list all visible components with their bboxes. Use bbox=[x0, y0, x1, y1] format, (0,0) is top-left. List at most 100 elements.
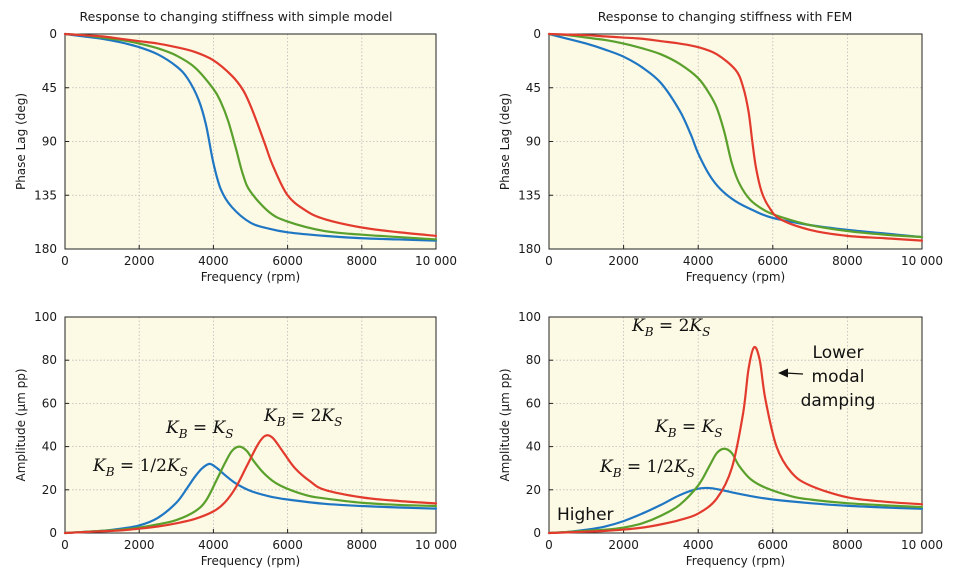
annotation-part: S bbox=[225, 427, 233, 441]
annotation-part: B bbox=[105, 465, 115, 479]
x-tick-label: 10 000 bbox=[415, 254, 457, 268]
y-tick-label: 80 bbox=[42, 353, 57, 367]
chart-panel-1: 0 2000 4000 6000 8000 10 000 0 45 90 135 180 Freque… bbox=[14, 9, 457, 284]
y-tick-label: 20 bbox=[526, 483, 541, 497]
y-tick-label: 135 bbox=[518, 188, 541, 202]
stiffness-annotation: KB = 1/2KS bbox=[92, 456, 188, 479]
chart-panel-4: 0 2000 4000 6000 8000 10 000 0 20 40 60 80 100 Frequ… bbox=[498, 310, 943, 568]
x-tick-label: 0 bbox=[61, 538, 69, 552]
series-line-green bbox=[547, 447, 924, 535]
x-tick-label: 6000 bbox=[758, 254, 789, 268]
annotation-part: B bbox=[644, 325, 654, 339]
annotation-part: K bbox=[673, 457, 688, 477]
x-tick-label: 6000 bbox=[758, 538, 789, 552]
x-tick-label: 4000 bbox=[198, 538, 229, 552]
x-axis-label: Frequency (rpm) bbox=[686, 554, 785, 568]
x-axis-label: Frequency (rpm) bbox=[201, 554, 300, 568]
x-tick-label: 6000 bbox=[272, 538, 303, 552]
y-tick-label: 40 bbox=[42, 440, 57, 454]
gridlines bbox=[549, 317, 922, 533]
series-line-red bbox=[63, 32, 438, 237]
annotation-part: = bbox=[188, 418, 213, 438]
plot-area bbox=[65, 317, 436, 533]
annotation-part: = 1/2 bbox=[115, 456, 167, 476]
y-tick-label: 60 bbox=[526, 396, 541, 410]
x-tick-label: 4000 bbox=[683, 538, 714, 552]
y-tick-label: 0 bbox=[49, 526, 57, 540]
annotation-part: K bbox=[263, 406, 278, 426]
y-axis-label: Amplitude (µm pp) bbox=[498, 368, 512, 481]
y-tick-label: 40 bbox=[526, 440, 541, 454]
annotation-part: B bbox=[276, 415, 286, 429]
y-tick-label: 0 bbox=[533, 526, 541, 540]
x-tick-label: 8000 bbox=[832, 538, 863, 552]
chart-title: Response to changing stiffness with FEM bbox=[598, 9, 853, 24]
stiffness-annotation: KB = KS bbox=[654, 417, 723, 440]
plot-area bbox=[549, 317, 922, 533]
annotation-part: = bbox=[677, 417, 702, 437]
x-tick-label: 0 bbox=[545, 538, 553, 552]
plot-frame bbox=[64, 316, 437, 534]
annotation-part: S bbox=[714, 426, 722, 440]
x-tick-label: 10 000 bbox=[901, 254, 943, 268]
series-line-red bbox=[547, 32, 924, 242]
gridlines bbox=[549, 34, 922, 249]
annotation-part: K bbox=[92, 456, 107, 476]
stiffness-annotation: KB = 1/2KS bbox=[599, 457, 695, 480]
x-tick-label: 8000 bbox=[347, 538, 378, 552]
x-tick-label: 10 000 bbox=[415, 538, 457, 552]
series-line-green bbox=[547, 32, 924, 239]
annotation-part: K bbox=[320, 406, 335, 426]
annotation-part: K bbox=[688, 316, 703, 336]
x-tick-label: 0 bbox=[61, 254, 69, 268]
x-tick-label: 2000 bbox=[124, 538, 155, 552]
y-tick-label: 20 bbox=[42, 483, 57, 497]
annotation-part: K bbox=[701, 417, 716, 437]
y-axis-label: Phase Lag (deg) bbox=[498, 93, 512, 190]
annotation-part: K bbox=[165, 418, 180, 438]
y-tick-label: 100 bbox=[518, 310, 541, 324]
y-tick-label: 180 bbox=[518, 242, 541, 256]
series-line-blue bbox=[63, 462, 438, 535]
x-tick-label: 0 bbox=[545, 254, 553, 268]
x-tick-label: 2000 bbox=[124, 254, 155, 268]
chart-panel-2: 0 2000 4000 6000 8000 10 000 0 45 90 135 180 Freque… bbox=[498, 9, 943, 284]
annotation-part: K bbox=[599, 457, 614, 477]
y-tick-label: 135 bbox=[34, 188, 57, 202]
y-tick-label: 90 bbox=[42, 135, 57, 149]
series-line-red bbox=[547, 345, 924, 535]
x-axis-label: Frequency (rpm) bbox=[201, 270, 300, 284]
x-tick-label: 4000 bbox=[198, 254, 229, 268]
annotation-part: = 2 bbox=[654, 316, 690, 336]
stiffness-annotation: KB = 2KS bbox=[631, 316, 710, 339]
y-tick-label: 100 bbox=[34, 310, 57, 324]
note-arrow-head bbox=[778, 368, 788, 378]
annotation-part: S bbox=[180, 465, 188, 479]
y-tick-label: 180 bbox=[34, 242, 57, 256]
y-axis-label: Phase Lag (deg) bbox=[14, 93, 28, 190]
series-line-red bbox=[63, 434, 438, 535]
annotation-part: K bbox=[166, 456, 181, 476]
x-tick-label: 6000 bbox=[272, 254, 303, 268]
series-line-green bbox=[63, 32, 438, 241]
annotation-part: S bbox=[334, 415, 342, 429]
higher-damping-note: Higher bbox=[557, 505, 614, 525]
y-tick-label: 90 bbox=[526, 135, 541, 149]
x-axis-label: Frequency (rpm) bbox=[686, 270, 785, 284]
annotation-part: K bbox=[631, 316, 646, 336]
plot-frame bbox=[548, 316, 923, 534]
annotation-part: S bbox=[687, 466, 695, 480]
x-tick-label: 2000 bbox=[608, 254, 639, 268]
stiffness-annotation: KB = KS bbox=[165, 418, 234, 441]
annotation-part: = 1/2 bbox=[622, 457, 674, 477]
gridlines bbox=[65, 34, 436, 249]
y-tick-label: 80 bbox=[526, 353, 541, 367]
annotation-part: K bbox=[654, 417, 669, 437]
y-tick-label: 0 bbox=[533, 27, 541, 41]
annotation-part: K bbox=[212, 418, 227, 438]
annotation-part: B bbox=[667, 426, 677, 440]
x-tick-label: 10 000 bbox=[901, 538, 943, 552]
x-tick-label: 4000 bbox=[683, 254, 714, 268]
annotation-part: S bbox=[702, 325, 710, 339]
